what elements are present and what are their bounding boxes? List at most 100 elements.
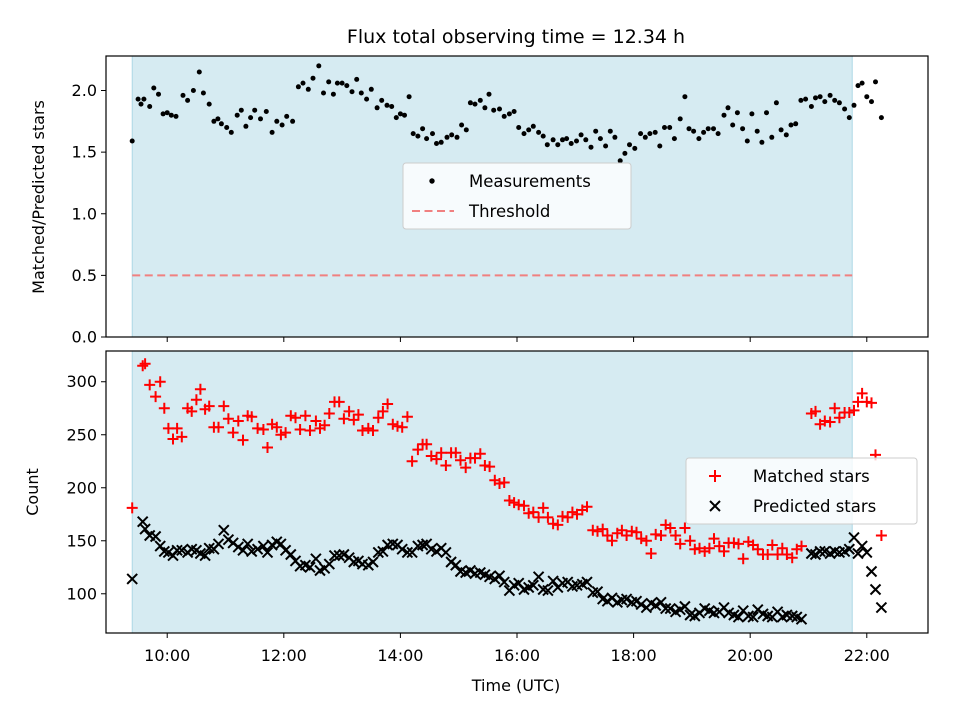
matched-star-marker — [367, 425, 379, 436]
measurement-point — [521, 131, 527, 137]
bottom-x-ticks: 10:00 12:00 14:00 16:00 18:00 20:00 22:00 — [144, 633, 890, 665]
measurement-point — [715, 131, 721, 137]
measurement-points — [129, 63, 884, 164]
matched-star-marker — [343, 405, 355, 417]
matched-star-marker — [401, 411, 413, 423]
measurement-point — [638, 131, 644, 137]
predicted-star-marker — [861, 546, 873, 559]
measurement-point — [497, 106, 502, 112]
measurement-point — [263, 109, 269, 114]
measurement-point — [482, 105, 488, 111]
matched-star-marker — [290, 412, 301, 424]
measurement-point — [379, 97, 385, 103]
measurement-point — [617, 158, 623, 164]
measurement-point — [682, 94, 688, 100]
measurement-point — [878, 115, 884, 121]
matched-star-marker — [194, 383, 206, 395]
matched-star-marker — [866, 397, 877, 409]
measurement-point — [274, 118, 280, 124]
matched-star-marker — [513, 499, 525, 511]
measurement-point — [147, 104, 153, 109]
predicted-star-marker — [139, 523, 151, 535]
matched-star-marker — [796, 540, 807, 552]
measurement-point — [334, 80, 340, 86]
predicted-star-marker — [171, 544, 183, 557]
measurement-point — [564, 136, 570, 142]
matched-star-marker — [537, 502, 549, 514]
predicted-star-marker — [814, 545, 826, 558]
predicted-star-marker — [795, 613, 808, 625]
measurement-point — [740, 126, 746, 132]
predicted-star-marker — [218, 524, 230, 536]
measurement-point — [151, 85, 157, 91]
matched-star-marker — [875, 530, 887, 541]
top-legend: Measurements Threshold — [402, 162, 632, 230]
matched-star-marker — [776, 542, 788, 554]
measurement-point — [578, 132, 584, 138]
measurement-point — [402, 112, 407, 118]
matched-star-marker — [856, 387, 868, 399]
measurement-point — [721, 112, 727, 118]
measurement-point — [389, 104, 395, 109]
measurement-point — [238, 107, 244, 113]
predicted-star-marker — [493, 570, 506, 582]
measurement-point — [536, 129, 542, 135]
bottom-panel: 100 150 200 250 300 10:00 12:00 14:00 16:00 18:0… — [23, 350, 929, 695]
predicted-star-marker — [304, 561, 316, 574]
legend-measurements-marker — [429, 178, 435, 184]
measurement-point — [647, 131, 653, 137]
predicted-star-marker — [655, 596, 667, 609]
matched-star-marker — [158, 402, 170, 414]
predicted-star-marker — [527, 579, 540, 592]
measurement-point — [339, 80, 345, 86]
predicted-star-marker — [869, 583, 882, 596]
matched-star-marker — [597, 523, 609, 535]
measurement-point — [627, 142, 632, 148]
measurement-point — [190, 88, 196, 93]
matched-star-marker — [275, 429, 287, 441]
legend-matched-label: Matched stars — [753, 467, 870, 486]
predicted-star-marker — [149, 530, 162, 543]
measurement-point — [129, 138, 135, 144]
predicted-star-marker — [581, 576, 593, 588]
matched-star-marker — [650, 528, 662, 540]
measurement-point — [813, 95, 818, 101]
matched-star-marker — [503, 495, 515, 506]
matched-star-marker — [186, 405, 198, 417]
matched-star-marker — [304, 425, 316, 436]
measurement-point — [200, 90, 206, 96]
matched-star-marker — [167, 433, 179, 445]
matched-star-marker — [319, 419, 331, 431]
measurement-point — [438, 139, 444, 145]
matched-star-marker — [222, 413, 234, 425]
matched-star-marker — [772, 549, 784, 560]
measurement-point — [588, 144, 594, 150]
matched-star-marker — [713, 540, 725, 552]
matched-star-marker — [684, 535, 696, 547]
matched-stars-points — [126, 358, 887, 565]
measurement-point — [384, 102, 390, 108]
x-tick-label: 18:00 — [611, 646, 657, 665]
matched-star-marker — [431, 453, 442, 465]
legend-predicted-marker — [709, 500, 721, 512]
predicted-star-marker — [310, 553, 322, 565]
predicted-star-marker — [635, 598, 647, 611]
matched-star-marker — [246, 411, 258, 423]
matched-star-marker — [518, 500, 530, 512]
measurement-point — [657, 143, 663, 149]
measurement-point — [526, 127, 532, 133]
measurement-point — [544, 142, 550, 148]
matched-star-marker — [252, 422, 264, 434]
measurement-point — [252, 107, 258, 113]
matched-star-marker — [285, 410, 297, 422]
legend-predicted-label: Predicted stars — [753, 497, 876, 516]
measurement-point — [759, 139, 765, 145]
predicted-star-marker — [865, 565, 878, 578]
top-y-ticks: 0.0 0.5 1.0 1.5 2.0 — [72, 81, 106, 347]
matched-star-marker — [412, 444, 424, 456]
matched-star-marker — [171, 422, 183, 434]
x-tick-label: 10:00 — [144, 646, 190, 665]
y-tick-label: 100 — [66, 584, 97, 603]
measurement-point — [248, 115, 254, 121]
legend-matched-marker — [709, 470, 721, 482]
